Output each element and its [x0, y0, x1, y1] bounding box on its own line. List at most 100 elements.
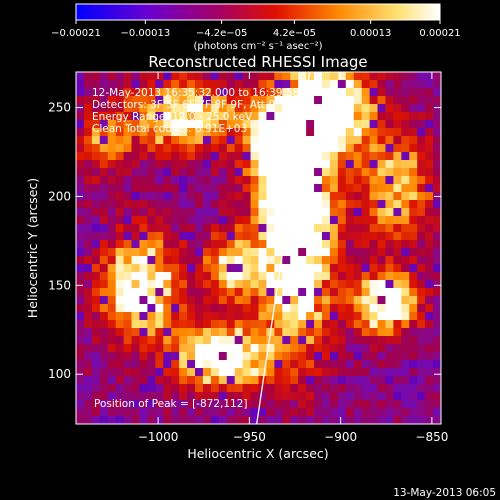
heatmap-cell: [393, 336, 402, 345]
heatmap-cell: [321, 240, 331, 249]
heatmap-cell: [115, 144, 125, 153]
heatmap-cell: [123, 208, 133, 217]
heatmap-cell: [91, 336, 101, 345]
heatmap-cell: [234, 256, 244, 265]
heatmap-cell: [250, 216, 260, 225]
heatmap-cell: [115, 352, 125, 361]
heatmap-cell: [337, 392, 347, 401]
heatmap-cell: [250, 120, 260, 129]
colorbar-tick-label: −0.00013: [120, 28, 170, 39]
heatmap-cell: [433, 392, 441, 401]
heatmap-cell: [321, 280, 331, 289]
heatmap-cell: [290, 120, 299, 129]
heatmap-cell: [115, 104, 125, 113]
heatmap-cell: [218, 176, 228, 185]
heatmap-cell: [425, 304, 434, 313]
heatmap-cell: [314, 392, 323, 401]
heatmap-cell: [353, 368, 363, 377]
heatmap-cell: [337, 120, 347, 129]
heatmap-cell: [306, 296, 315, 305]
heatmap-cell: [234, 280, 244, 289]
heatmap-cell: [385, 96, 394, 105]
heatmap-cell: [314, 72, 323, 81]
heatmap-cell: [131, 120, 141, 129]
heatmap-cell: [274, 352, 283, 361]
heatmap-cell: [417, 72, 426, 81]
heatmap-cell: [298, 248, 307, 257]
heatmap-cell: [409, 336, 418, 345]
heatmap-cell: [290, 416, 299, 424]
heatmap-cell: [266, 384, 275, 393]
heatmap-cell: [155, 392, 164, 401]
heatmap-cell: [218, 280, 228, 289]
heatmap-cell: [258, 272, 268, 281]
heatmap-cell: [242, 200, 252, 209]
heatmap-cell: [83, 400, 93, 409]
heatmap-cell: [139, 80, 149, 89]
heatmap-cell: [353, 104, 363, 113]
heatmap-cell: [417, 352, 426, 361]
heatmap-cell: [147, 208, 156, 217]
heatmap-cell: [91, 200, 101, 209]
heatmap-cell: [401, 248, 410, 257]
heatmap-cell: [242, 96, 252, 105]
heatmap-cell: [76, 416, 85, 424]
heatmap-cell: [195, 80, 204, 89]
heatmap-cell: [433, 264, 441, 273]
heatmap-cell: [274, 320, 283, 329]
heatmap-cell: [179, 416, 188, 424]
heatmap-cell: [282, 232, 291, 241]
heatmap-cell: [298, 384, 307, 393]
heatmap-cell: [131, 408, 141, 417]
heatmap-cell: [210, 96, 220, 105]
heatmap-cell: [306, 328, 315, 337]
heatmap-cell: [306, 312, 315, 321]
heatmap-cell: [242, 264, 252, 273]
heatmap-cell: [83, 200, 93, 209]
heatmap-cell: [290, 392, 299, 401]
heatmap-cell: [210, 408, 220, 417]
heatmap-cell: [218, 152, 228, 161]
heatmap-cell: [107, 176, 117, 185]
heatmap-cell: [107, 152, 117, 161]
heatmap-cell: [306, 168, 315, 177]
heatmap-cell: [115, 320, 125, 329]
heatmap-cell: [298, 360, 307, 369]
heatmap-cell: [76, 128, 85, 137]
heatmap-cell: [91, 264, 101, 273]
heatmap-cell: [345, 72, 355, 81]
heatmap-cell: [409, 80, 418, 89]
heatmap-cell: [163, 176, 172, 185]
heatmap-cell: [393, 88, 402, 97]
heatmap-cell: [99, 96, 109, 105]
heatmap-cell: [306, 184, 315, 193]
heatmap-cell: [131, 200, 141, 209]
heatmap-cell: [123, 112, 133, 121]
heatmap-cell: [353, 256, 363, 265]
heatmap-cell: [306, 144, 315, 153]
heatmap-cell: [139, 232, 149, 241]
heatmap-cell: [282, 288, 291, 297]
heatmap-cell: [226, 320, 236, 329]
heatmap-cell: [393, 264, 402, 273]
heatmap-cell: [218, 416, 228, 424]
heatmap-cell: [202, 368, 212, 377]
heatmap-cell: [179, 240, 188, 249]
heatmap-cell: [139, 216, 149, 225]
heatmap-cell: [361, 184, 371, 193]
heatmap-cell: [195, 304, 204, 313]
heatmap-cell: [337, 376, 347, 385]
heatmap-cell: [242, 408, 252, 417]
heatmap-cell: [187, 264, 196, 273]
heatmap-cell: [202, 392, 212, 401]
heatmap-cell: [202, 96, 212, 105]
heatmap-cell: [226, 80, 236, 89]
heatmap-cell: [76, 88, 85, 97]
heatmap-cell: [274, 248, 283, 257]
heatmap-cell: [115, 336, 125, 345]
y-axis-label: Heliocentric Y (arcsec): [25, 178, 40, 318]
heatmap-cell: [425, 288, 434, 297]
heatmap-cell: [187, 312, 196, 321]
heatmap-cell: [147, 280, 156, 289]
heatmap-cell: [433, 136, 441, 145]
